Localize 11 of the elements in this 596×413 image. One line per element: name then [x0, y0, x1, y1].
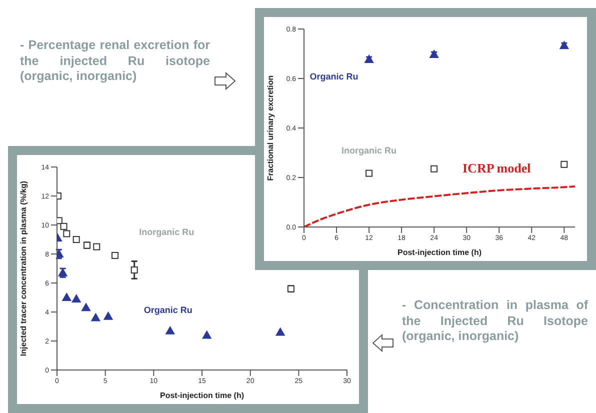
x-axis-title: Post-injection time (h) — [160, 391, 244, 400]
series-label: ICRP model — [462, 160, 532, 176]
text: Inorganic Ru — [342, 145, 397, 156]
y-axis-title: Injected tracer concentration in plasma (%/kg) — [18, 180, 28, 356]
text: Inorganic Ru — [139, 226, 194, 237]
y-axis-title: Fractional urinary excretion — [266, 75, 275, 181]
series-label: Organic Ru — [310, 71, 358, 82]
series-label: Organic Ru — [144, 304, 192, 315]
text: - Concentration in plasma of the Injected Ru Isotope (organic, inorganic) — [402, 298, 588, 345]
x-axis-title: Post-injection time (h) — [398, 248, 482, 257]
text: - Percentage renal excretion for the injected Ru isotope (organic, inorganic) — [20, 38, 210, 85]
